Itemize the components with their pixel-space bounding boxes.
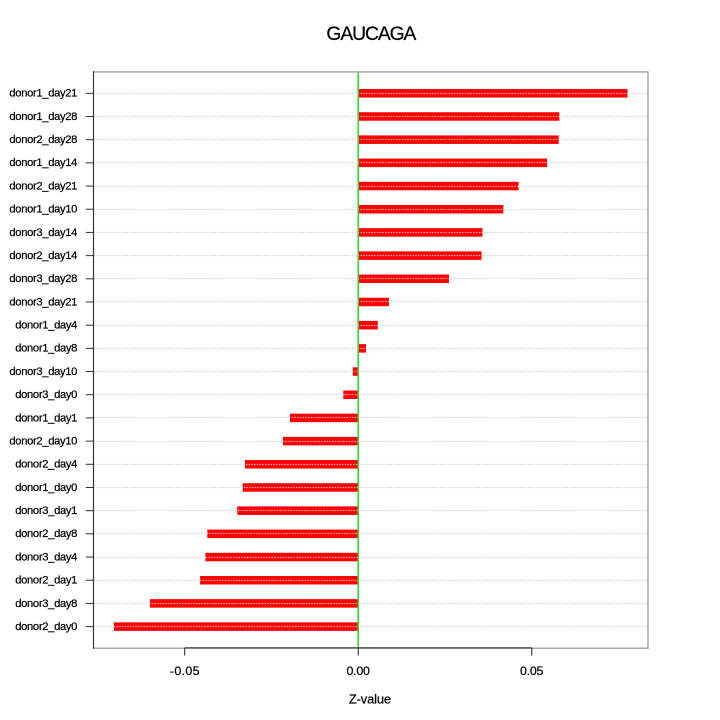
svg-text:donor1_day21: donor1_day21 bbox=[9, 88, 77, 100]
svg-text:GAUCAGA: GAUCAGA bbox=[326, 24, 416, 45]
svg-text:donor2_day28: donor2_day28 bbox=[9, 134, 77, 146]
svg-text:0.00: 0.00 bbox=[346, 664, 370, 678]
svg-text:donor3_day28: donor3_day28 bbox=[9, 273, 77, 285]
svg-text:donor1_day10: donor1_day10 bbox=[9, 204, 77, 216]
svg-text:donor3_day0: donor3_day0 bbox=[15, 389, 77, 401]
svg-text:donor3_day21: donor3_day21 bbox=[9, 296, 77, 308]
svg-text:donor3_day8: donor3_day8 bbox=[15, 598, 77, 610]
svg-text:donor1_day8: donor1_day8 bbox=[15, 343, 77, 355]
svg-text:donor2_day4: donor2_day4 bbox=[15, 459, 77, 471]
svg-text:donor2_day14: donor2_day14 bbox=[9, 250, 77, 262]
svg-text:donor2_day8: donor2_day8 bbox=[15, 528, 77, 540]
svg-text:donor2_day0: donor2_day0 bbox=[15, 621, 77, 633]
svg-text:donor1_day28: donor1_day28 bbox=[9, 111, 77, 123]
svg-text:donor2_day10: donor2_day10 bbox=[9, 435, 77, 447]
svg-text:0.05: 0.05 bbox=[520, 664, 544, 678]
svg-text:donor3_day14: donor3_day14 bbox=[9, 227, 77, 239]
svg-text:donor3_day1: donor3_day1 bbox=[15, 505, 77, 517]
svg-text:donor1_day0: donor1_day0 bbox=[15, 482, 77, 494]
svg-text:donor1_day4: donor1_day4 bbox=[15, 320, 77, 332]
svg-text:donor1_day1: donor1_day1 bbox=[15, 412, 77, 424]
svg-text:donor3_day4: donor3_day4 bbox=[15, 551, 77, 563]
svg-text:donor1_day14: donor1_day14 bbox=[9, 157, 77, 169]
svg-text:Z-value: Z-value bbox=[349, 692, 391, 707]
svg-text:donor2_day21: donor2_day21 bbox=[9, 180, 77, 192]
svg-text:donor2_day1: donor2_day1 bbox=[15, 575, 77, 587]
svg-text:donor3_day10: donor3_day10 bbox=[9, 366, 77, 378]
svg-text:-0.05: -0.05 bbox=[170, 664, 200, 678]
